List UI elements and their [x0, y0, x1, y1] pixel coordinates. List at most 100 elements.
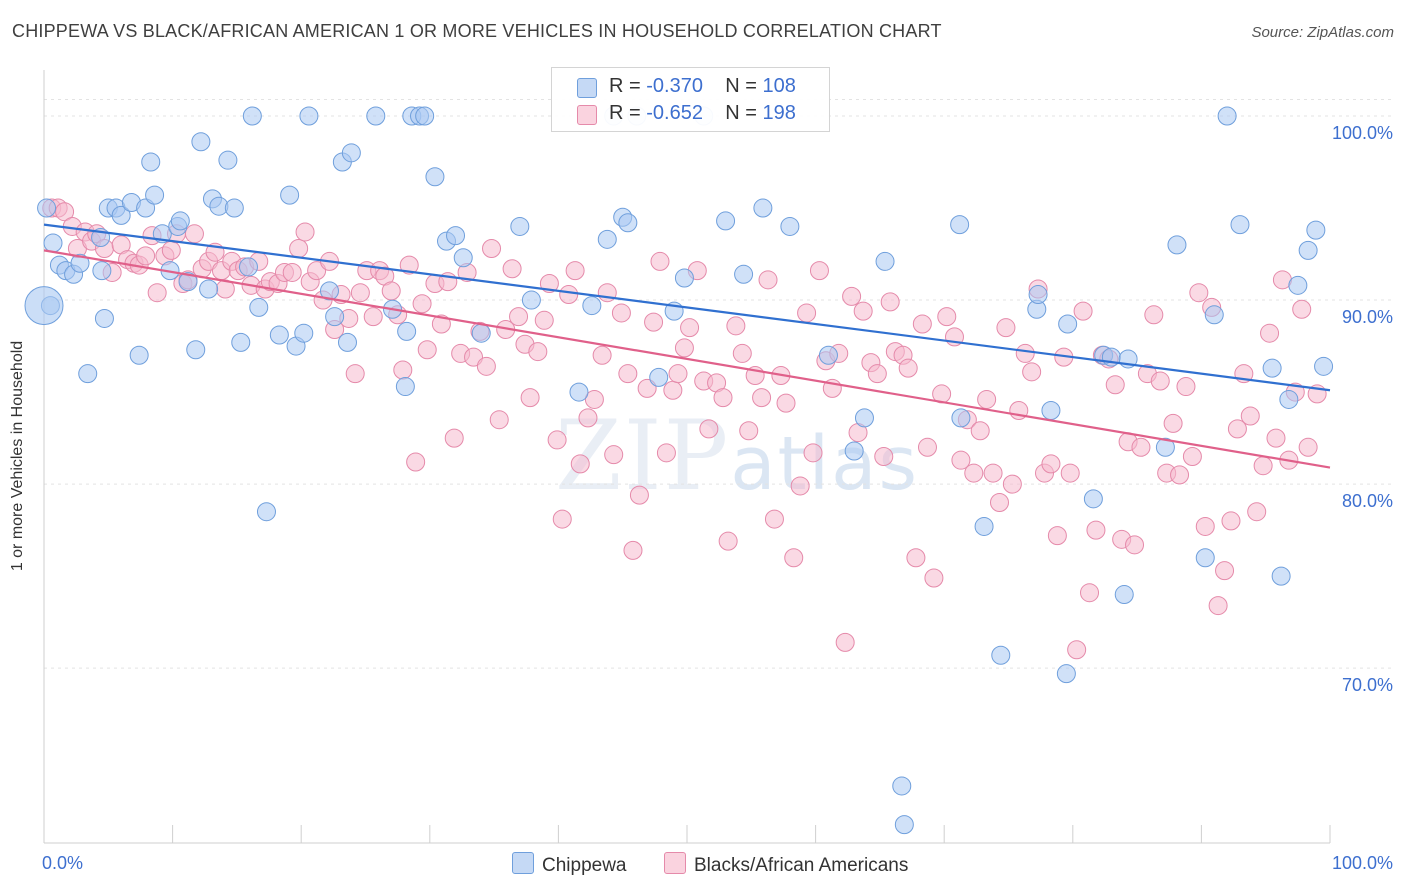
chippewa-point — [141, 152, 161, 172]
chippewa-point — [951, 408, 971, 428]
chippewa-point — [191, 132, 211, 152]
black-african-american-point — [668, 364, 688, 384]
chippewa-point — [395, 377, 415, 397]
chippewa-point-large — [24, 286, 64, 326]
x-tick-label-max: 100.0% — [1332, 853, 1393, 873]
black-african-american-point — [1195, 516, 1215, 536]
legend-n-value: 198 — [762, 102, 796, 124]
black-african-american-point — [983, 463, 1003, 483]
chippewa-point — [325, 307, 345, 327]
chippewa-point — [299, 106, 319, 126]
black-african-american-point — [912, 314, 932, 334]
black-african-american-point — [867, 364, 887, 384]
chippewa-point — [224, 198, 244, 218]
black-african-american-point — [539, 273, 559, 293]
black-african-american-point — [1247, 502, 1267, 522]
black-african-american-point — [874, 447, 894, 466]
bottom-legend-swatch-chippewa — [512, 852, 534, 874]
black-african-american-point — [1208, 596, 1228, 616]
trend-line-chippewa — [43, 223, 1331, 392]
chippewa-point — [1041, 400, 1061, 420]
black-african-american-point — [803, 443, 823, 463]
chart-title: CHIPPEWA VS BLACK/AFRICAN AMERICAN 1 OR … — [12, 21, 942, 41]
black-african-american-point — [674, 338, 694, 358]
black-african-american-point — [565, 261, 585, 281]
black-african-american-point — [282, 262, 302, 282]
chippewa-point — [43, 233, 63, 253]
chippewa-point — [249, 297, 269, 317]
chippewa-point — [256, 502, 276, 522]
black-african-american-point — [964, 463, 984, 483]
black-african-american-point — [1266, 428, 1286, 448]
y-tick-label: 90.0% — [1342, 307, 1393, 327]
black-african-american-point — [528, 342, 548, 362]
black-african-american-point — [1189, 283, 1209, 303]
chippewa-point — [186, 340, 206, 360]
black-african-american-point — [1176, 377, 1196, 397]
chippewa-point — [1028, 285, 1048, 305]
axes — [43, 70, 1331, 844]
chippewa-point — [397, 321, 417, 341]
chippewa-point — [471, 323, 491, 343]
black-african-american-point — [970, 421, 990, 441]
black-african-american-point — [1015, 343, 1035, 363]
black-african-american-point — [644, 312, 664, 332]
legend-row-chippewa: R = -0.370 N = 108 — [552, 73, 829, 101]
black-african-american-point — [1041, 454, 1061, 474]
chippewa-point — [94, 308, 114, 328]
y-tick-label: 70.0% — [1342, 675, 1393, 695]
chippewa-point — [294, 323, 314, 343]
chippewa-point — [1288, 275, 1308, 295]
black-african-american-point — [809, 261, 829, 281]
black-african-american-point — [476, 356, 496, 376]
black-african-american-point — [1105, 375, 1125, 395]
chippewa-point — [892, 776, 912, 796]
black-african-american-point — [381, 281, 401, 301]
tick-labels: 70.0% 80.0% 90.0% 100.0% 0.0% 100.0% — [42, 123, 1393, 873]
chippewa-point — [1083, 489, 1103, 509]
chippewa-point — [1279, 389, 1299, 409]
black-african-american-point — [663, 380, 683, 400]
legend-n-label: N = — [725, 102, 763, 124]
chippewa-point — [950, 215, 970, 235]
chippewa-point — [734, 264, 754, 284]
black-african-american-point — [776, 393, 796, 413]
black-african-american-point — [552, 509, 572, 529]
chippewa-point — [1114, 585, 1134, 605]
black-african-american-point — [784, 548, 804, 568]
chippewa-point — [178, 272, 198, 292]
black-african-american-point — [1067, 640, 1087, 660]
chippewa-point — [70, 253, 90, 273]
y-tick-label: 80.0% — [1342, 491, 1393, 511]
black-african-american-point — [406, 452, 426, 472]
legend-r-value: -0.370 — [646, 75, 703, 97]
legend-swatch-black-african-american — [577, 105, 597, 125]
black-african-american-point — [55, 202, 75, 222]
black-african-american-point — [989, 493, 1009, 513]
black-african-american-point — [412, 294, 432, 314]
chippewa-point — [415, 106, 435, 126]
black-african-american-point — [726, 316, 746, 336]
chippewa-point — [1217, 106, 1237, 126]
chippewa-point — [1306, 220, 1326, 240]
black-african-american-point — [592, 345, 612, 365]
black-african-american-point — [637, 378, 657, 398]
legend-r-value: -0.652 — [646, 102, 703, 124]
chippewa-point — [597, 229, 617, 249]
correlation-legend: R = -0.370 N = 108 R = -0.652 N = 198 — [551, 67, 830, 132]
chippewa-point — [1195, 548, 1215, 568]
trend-line-black-african-american — [43, 249, 1331, 469]
black-african-american-point — [1150, 371, 1170, 391]
chippewa-point — [582, 296, 602, 316]
black-african-american-point — [570, 454, 590, 474]
black-african-american-point — [611, 303, 631, 323]
black-african-american-point — [307, 261, 327, 281]
bottom-legend-black-african-american: Blacks/African Americans — [664, 852, 908, 877]
chippewa-point — [366, 106, 386, 126]
legend-swatch-chippewa — [577, 78, 597, 98]
bottom-legend-label-black-african-american: Blacks/African Americans — [694, 855, 909, 876]
black-african-american-point — [629, 485, 649, 505]
black-african-american-point — [758, 270, 778, 290]
bottom-legend-chippewa: Chippewa — [512, 852, 627, 877]
black-african-american-point — [977, 389, 997, 409]
